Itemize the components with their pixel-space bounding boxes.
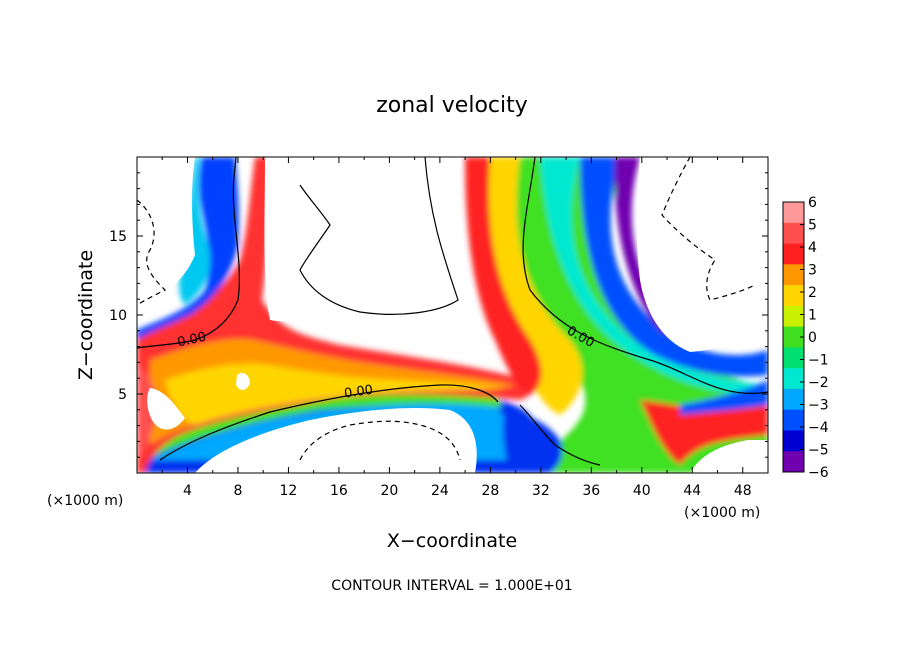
white-region-left-eye bbox=[236, 372, 250, 390]
white-region-top-right bbox=[636, 157, 768, 352]
x-tick-label: 8 bbox=[233, 483, 242, 499]
zero-contour-white-top bbox=[299, 157, 459, 315]
x-tick-label: 28 bbox=[481, 483, 499, 499]
x-tick-label: 48 bbox=[734, 483, 752, 499]
contour-lines bbox=[137, 157, 768, 466]
colorbar: 6 5 4 3 2 1 0 −1 −2 −3 −4 −5 −6 bbox=[782, 195, 829, 481]
x-axis-label: X−coordinate bbox=[387, 530, 517, 552]
contour-label: 0.00 bbox=[176, 330, 207, 351]
left-blue-column bbox=[137, 157, 239, 340]
center-blue-band bbox=[580, 157, 768, 377]
white-region-bottom-right bbox=[690, 440, 768, 473]
y-tick-label: 15 bbox=[109, 229, 127, 245]
chart-title: zonal velocity bbox=[376, 93, 528, 118]
center-red-edge bbox=[465, 157, 542, 395]
colorbar-label: −6 bbox=[808, 465, 829, 481]
y-axis-label: Z−coordinate bbox=[75, 250, 97, 380]
colorbar-swatch bbox=[783, 430, 804, 452]
dashed-contour-left bbox=[137, 199, 167, 306]
white-region-shapes bbox=[137, 157, 768, 473]
colorbar-swatch bbox=[783, 222, 804, 245]
zero-contour-left bbox=[137, 157, 240, 349]
zero-contour-lower bbox=[159, 384, 499, 461]
white-region-bottom-left bbox=[195, 408, 477, 473]
colorbar-swatch bbox=[783, 368, 804, 390]
x-tick-label: 40 bbox=[633, 483, 651, 499]
x-tick-label: 24 bbox=[431, 483, 449, 499]
x-tick-label: 44 bbox=[683, 483, 701, 499]
colorbar-label: 2 bbox=[808, 285, 817, 301]
x-axis-unit-right: (×1000 m) bbox=[684, 505, 760, 521]
x-tick-label: 32 bbox=[532, 483, 550, 499]
colorbar-label: 4 bbox=[808, 240, 817, 256]
zero-contour-center bbox=[522, 157, 768, 394]
contour-label-text: 0.00 bbox=[343, 383, 374, 402]
x-tick-label: 4 bbox=[183, 483, 192, 499]
colorbar-swatch bbox=[783, 243, 804, 265]
x-tick-label: 12 bbox=[280, 483, 298, 499]
colorbar-swatch bbox=[783, 451, 804, 473]
center-cyan-band bbox=[540, 157, 768, 395]
dashed-contour-bottom bbox=[299, 420, 461, 461]
white-region-top-left bbox=[137, 157, 195, 310]
center-purple-edge bbox=[614, 157, 675, 335]
center-yellow-edge bbox=[480, 157, 583, 415]
contour-label-text: 0.00 bbox=[176, 330, 207, 351]
colorbar-label: 6 bbox=[808, 195, 817, 211]
dashed-contour-right bbox=[661, 157, 756, 301]
x-tick-label: 16 bbox=[330, 483, 348, 499]
white-region-left-lobe bbox=[147, 388, 185, 430]
contour-interval-note: CONTOUR INTERVAL = 1.000E+01 bbox=[331, 578, 572, 594]
colorbar-label: −5 bbox=[808, 443, 829, 459]
colorbar-label: 3 bbox=[808, 263, 817, 279]
colorbar-label: 0 bbox=[808, 330, 817, 346]
x-tick-label: 20 bbox=[380, 483, 398, 499]
x-axis-ticks: 4 8 12 16 20 24 28 32 36 40 44 48 bbox=[161, 157, 752, 499]
white-region-top-middle bbox=[264, 157, 474, 326]
colorbar-swatch bbox=[783, 409, 804, 431]
y-tick-label: 5 bbox=[118, 387, 127, 403]
zero-contour-lower-middle bbox=[519, 404, 601, 466]
colorbar-swatch bbox=[783, 202, 804, 224]
lower-right-red-band bbox=[640, 400, 768, 465]
colorbar-swatch bbox=[783, 264, 804, 286]
colorbar-swatch bbox=[783, 285, 804, 307]
colorbar-label: 5 bbox=[808, 218, 817, 234]
colorbar-swatch bbox=[783, 326, 804, 348]
plot-field: 0.000.000.00 bbox=[137, 157, 768, 473]
left-yellow-core bbox=[165, 363, 505, 425]
x-tick-label: 36 bbox=[582, 483, 600, 499]
colorbar-label: −3 bbox=[808, 398, 829, 414]
y-tick-label: 10 bbox=[109, 308, 127, 324]
velocity-field-fill bbox=[137, 157, 768, 473]
colorbar-label: −1 bbox=[808, 353, 829, 369]
lower-middle-blue-band bbox=[502, 413, 562, 473]
contour-label: 0.00 bbox=[343, 383, 374, 402]
colorbar-label: −4 bbox=[808, 420, 829, 436]
colorbar-label: 1 bbox=[808, 308, 817, 324]
colorbar-swatch bbox=[783, 305, 804, 328]
lower-right-blue-band bbox=[680, 380, 768, 415]
colorbar-swatch bbox=[783, 347, 804, 369]
colorbar-label: −2 bbox=[808, 375, 829, 391]
y-axis-ticks: 5 10 15 bbox=[109, 172, 768, 458]
colorbar-swatch bbox=[783, 388, 804, 411]
x-axis-unit-left: (×1000 m) bbox=[47, 493, 123, 509]
lower-band-green bbox=[137, 384, 502, 458]
